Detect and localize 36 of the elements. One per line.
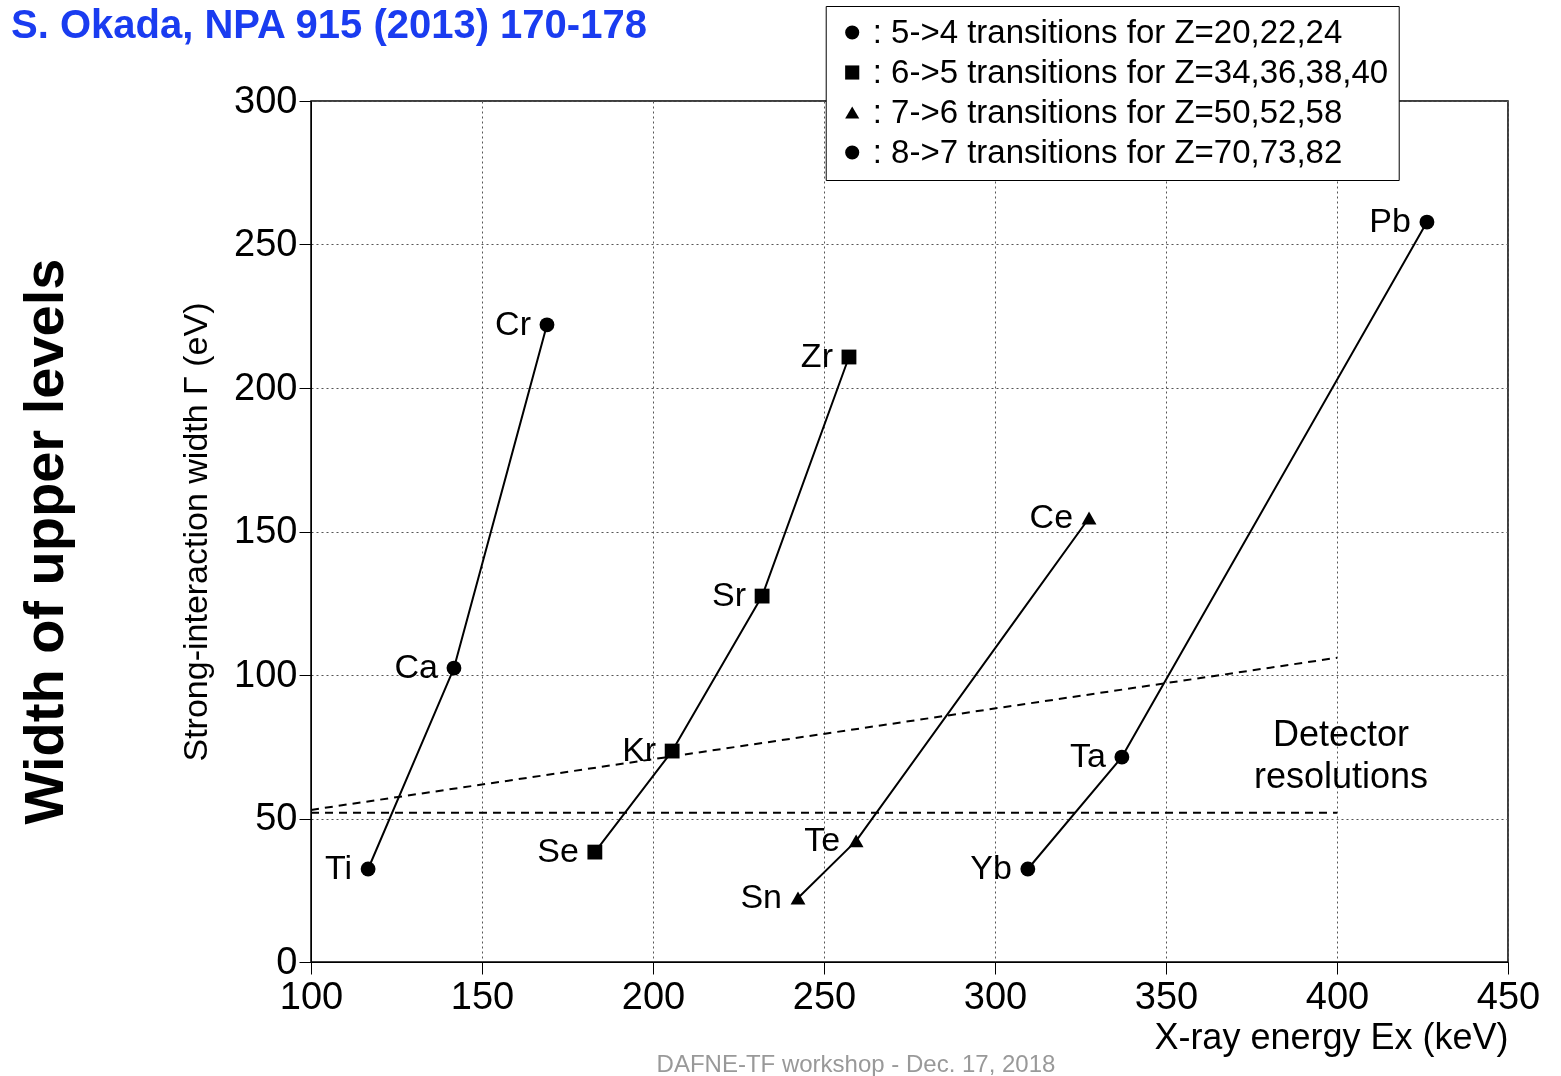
y-tick-label: 200 [234, 365, 298, 408]
chart-title: S. Okada, NPA 915 (2013) 170-178 [11, 2, 647, 46]
annotation: Sn [740, 877, 783, 915]
annotation: Ta [1069, 736, 1106, 775]
x-axis-title: X-ray energy Ex (keV) [1154, 1015, 1509, 1057]
annotation: Yb [970, 848, 1012, 887]
x-tick-label: 250 [792, 974, 857, 1017]
y-tick-label: 0 [276, 939, 298, 982]
y-tick-label: 50 [255, 796, 298, 838]
x-tick-label: 450 [1476, 974, 1541, 1017]
y-tick-label: 300 [234, 78, 298, 121]
annotation: Pb [1369, 201, 1411, 240]
annotation: Kr [622, 730, 657, 769]
x-tick-label: 200 [621, 974, 686, 1017]
annotation: Detector resolutions [1253, 713, 1429, 796]
x-tick-label: 400 [1305, 974, 1370, 1017]
y-tick-label: 250 [234, 222, 298, 264]
y-tick-label: 150 [234, 509, 298, 551]
annotation: Ce [1029, 497, 1074, 536]
annotation: Cr [495, 303, 531, 342]
x-tick-label: 350 [1134, 974, 1199, 1017]
y-tick-label: 100 [234, 652, 298, 695]
x-tick-label: 300 [963, 974, 1028, 1017]
legend-label: : 6->5 transitions for Z=34,36,38,40 [872, 52, 1389, 90]
annotation: Ti [325, 848, 353, 887]
y-axis-title: Strong-interaction width Γ (eV) [176, 302, 215, 762]
legend-label: : 5->4 transitions for Z=20,22,24 [872, 12, 1343, 50]
annotation: Sr [712, 575, 747, 614]
x-tick-label: 150 [450, 974, 515, 1017]
legend-label: : 8->7 transitions for Z=70,73,82 [872, 132, 1343, 170]
text: Width of upper levels [12, 258, 75, 825]
legend-label: : 7->6 transitions for Z=50,52,58 [872, 92, 1343, 130]
annotation: Te [804, 819, 841, 858]
annotation: Zr [800, 336, 833, 374]
annotation: Se [537, 831, 579, 870]
annotation: Ca [394, 647, 439, 686]
